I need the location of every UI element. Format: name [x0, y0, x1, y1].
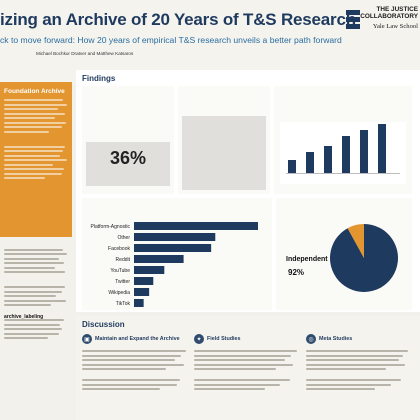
logo-brand: THE JUSTICE COLLABORATORY: [360, 6, 418, 21]
archive-link[interactable]: archive_labeling: [4, 314, 44, 320]
poster-authors: Michael Bochkur Dratver and Matthew Kats…: [36, 51, 134, 56]
discussion-col-2: ✦ Field Studies: [194, 334, 302, 418]
logo-school: Yale Law School: [372, 22, 418, 30]
findings-card-5: Independent 92%: [276, 198, 412, 310]
justice-collaboratory-logo: THE JUSTICE COLLABORATORY Yale Law Schoo…: [340, 6, 420, 68]
independent-pie: [330, 224, 398, 292]
bar-label: Facebook: [108, 246, 130, 252]
left-text-panel: [0, 242, 72, 420]
archive-icon: ▣: [82, 334, 92, 344]
discussion-section: Discussion ▣ Maintain and Expand the Arc…: [76, 316, 420, 420]
bar-label: Platform-Agnostic: [91, 224, 131, 230]
bar: [134, 288, 150, 296]
bar-label: YouTube: [110, 268, 130, 274]
findings-card-4: Platform-Agnostic Other Facebook Reddit YouT…: [82, 198, 272, 310]
kpi-box-1: 36%: [86, 142, 170, 186]
foundation-title: Foundation Archive: [4, 88, 65, 95]
mini-chart: [280, 122, 406, 184]
logo-mark-icon: [346, 10, 360, 34]
kpi-box-2: [182, 116, 266, 190]
bar: [134, 244, 212, 252]
discussion-col-1-title: Maintain and Expand the Archive: [95, 336, 180, 342]
bar-label: Wikipedia: [108, 290, 130, 296]
bar: [134, 255, 184, 263]
findings-card-3: [274, 86, 412, 194]
discussion-col-2-title: Field Studies: [207, 336, 241, 342]
bar-label: Other: [117, 235, 130, 241]
bar: [134, 266, 165, 274]
discussion-col-3: ◎ Meta Studies: [306, 334, 414, 418]
poster-subtitle: ck to move forward: How 20 years of empi…: [0, 35, 342, 45]
field-icon: ✦: [194, 334, 204, 344]
poster-title: izing an Archive of 20 Years of T&S Rese…: [0, 10, 356, 29]
foundation-panel: Foundation Archive: [0, 82, 72, 237]
discussion-title: Discussion: [82, 320, 125, 329]
bar: [134, 299, 144, 307]
bar-label: TikTok: [116, 301, 131, 307]
poster-header: izing an Archive of 20 Years of T&S Rese…: [0, 0, 420, 82]
kpi-1-value: 36%: [109, 148, 147, 168]
findings-card-1: 36%: [82, 86, 174, 194]
pie-value: 92%: [288, 268, 305, 277]
findings-title: Findings: [82, 74, 116, 83]
findings-section: Findings 36% Platform-Agnostic Oth: [76, 70, 420, 312]
bar: [134, 277, 154, 285]
meta-icon: ◎: [306, 334, 316, 344]
bar: [134, 222, 258, 230]
bar: [134, 233, 216, 241]
bar-label: Reddit: [116, 257, 131, 263]
bar-label: Twitter: [115, 279, 130, 285]
left-column: Foundation Archive archive_labeling: [0, 82, 72, 420]
findings-card-2: [178, 86, 270, 194]
discussion-col-3-title: Meta Studies: [319, 336, 353, 342]
discussion-col-1: ▣ Maintain and Expand the Archive: [82, 334, 190, 418]
pie-label: Independent: [286, 256, 328, 263]
platform-bar-chart: Platform-Agnostic Other Facebook Reddit YouT…: [91, 222, 258, 307]
pie-slice: [347, 224, 364, 258]
